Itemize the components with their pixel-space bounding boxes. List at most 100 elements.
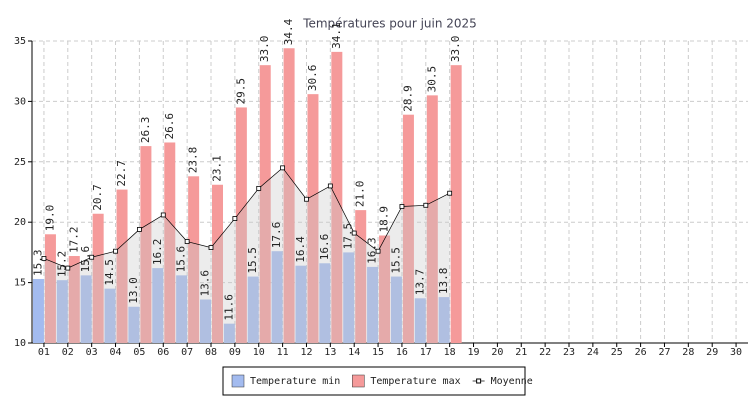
data-label: 19.0 <box>43 205 56 232</box>
data-label: 29.5 <box>234 78 247 105</box>
x-tick-label: 15 <box>372 347 384 358</box>
y-tick-label: 35 <box>14 36 26 47</box>
marker <box>160 212 166 218</box>
bar <box>80 275 92 343</box>
x-tick-label: 05 <box>133 347 145 358</box>
chart-title: Températures pour juin 2025 <box>302 17 477 31</box>
legend-swatch <box>352 374 365 388</box>
legend-label: Moyenne <box>491 376 533 387</box>
data-label: 30.5 <box>425 66 438 93</box>
marker <box>280 165 286 171</box>
legend-swatch <box>231 374 245 388</box>
x-tick-label: 30 <box>730 347 742 358</box>
bar <box>379 235 391 343</box>
line <box>43 167 450 269</box>
bar <box>152 268 164 343</box>
bar <box>438 297 450 343</box>
legend-label: Temperature min <box>250 376 340 387</box>
bar <box>212 184 223 343</box>
data-label: 16.6 <box>318 234 331 261</box>
bar <box>116 189 128 343</box>
marker <box>327 183 333 189</box>
x-tick-label: 18 <box>444 347 456 358</box>
legend-marker <box>476 378 482 384</box>
data-label: 34.4 <box>282 18 295 45</box>
legend-label: Temperature max <box>370 376 460 387</box>
x-tick-label: 28 <box>682 347 694 358</box>
bar <box>56 280 68 343</box>
data-label: 13.6 <box>199 270 212 297</box>
data-label: 15.6 <box>175 246 188 273</box>
marker <box>351 230 357 236</box>
marker <box>208 245 214 250</box>
y-tick-label: 30 <box>14 96 26 107</box>
marker <box>447 190 453 196</box>
data-label: 18.9 <box>378 206 391 233</box>
data-label: 33.0 <box>449 36 462 63</box>
x-tick-label: 16 <box>396 347 408 358</box>
data-label: 33.0 <box>258 36 271 63</box>
data-label: 13.7 <box>413 269 426 296</box>
marker <box>256 185 262 191</box>
bar <box>223 323 235 343</box>
y-tick-label: 20 <box>14 217 26 228</box>
marker <box>41 256 47 261</box>
marker <box>232 216 238 221</box>
bar <box>247 276 259 343</box>
marker <box>89 254 95 260</box>
data-label: 23.1 <box>211 155 224 182</box>
data-label: 30.6 <box>306 65 319 92</box>
data-label: 21.0 <box>354 181 367 208</box>
x-tick-label: 22 <box>539 347 551 358</box>
data-label: 17.6 <box>270 222 283 249</box>
bar <box>367 266 379 343</box>
x-tick-label: 04 <box>110 347 122 358</box>
bar <box>32 278 44 343</box>
data-label: 26.6 <box>163 113 176 140</box>
x-tick-label: 03 <box>86 347 98 358</box>
marker <box>65 265 71 271</box>
marker <box>136 227 142 232</box>
bar <box>307 94 319 343</box>
data-label: 15.6 <box>79 246 92 273</box>
x-tick-label: 02 <box>62 347 74 358</box>
data-label: 15.5 <box>389 247 402 274</box>
bar <box>140 146 152 343</box>
x-tick-label: 19 <box>468 347 480 358</box>
x-tick-label: 06 <box>157 347 169 358</box>
data-label: 26.3 <box>139 117 152 144</box>
data-label: 22.7 <box>115 160 128 186</box>
bar <box>188 176 200 343</box>
data-label: 16.3 <box>366 237 379 264</box>
y-tick-label: 25 <box>14 157 26 168</box>
marker <box>399 204 405 209</box>
x-tick-label: 01 <box>38 347 50 358</box>
y-tick-label: 10 <box>14 338 26 349</box>
bar <box>92 213 104 343</box>
marker <box>113 248 118 254</box>
bar <box>128 306 140 343</box>
bar <box>319 263 331 343</box>
data-label: 28.9 <box>401 85 414 112</box>
bar <box>176 275 188 343</box>
data-label: 23.8 <box>187 147 200 174</box>
bar <box>164 142 176 343</box>
data-label: 15.2 <box>55 251 68 278</box>
bar <box>259 65 271 343</box>
bar <box>331 51 343 343</box>
x-tick-label: 11 <box>277 347 289 358</box>
bar <box>200 299 211 343</box>
bar <box>414 298 426 343</box>
x-tick-label: 12 <box>300 347 312 358</box>
data-label: 20.7 <box>91 184 104 211</box>
bar <box>283 48 295 344</box>
bar <box>68 256 80 343</box>
bar <box>450 65 462 343</box>
x-tick-label: 13 <box>324 347 336 358</box>
y-tick-label: 15 <box>14 278 26 289</box>
data-label: 16.4 <box>294 236 307 263</box>
x-tick-label: 25 <box>611 347 623 358</box>
data-label: 34.1 <box>330 22 343 49</box>
data-label: 11.6 <box>222 294 235 321</box>
